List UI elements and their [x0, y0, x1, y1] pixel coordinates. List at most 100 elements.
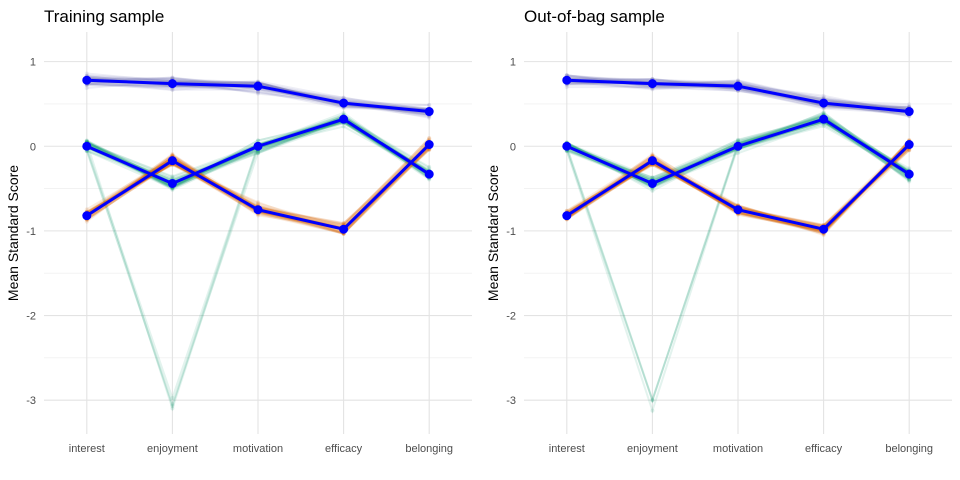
out-of-bag-panel: 1 0 -1 -2 -3 interest enjoyment motivation effic…: [485, 7, 952, 455]
replicate-point: [341, 95, 346, 100]
y-tick-label: 0: [510, 141, 516, 153]
replicate-point: [170, 87, 175, 92]
replicate-point: [256, 151, 260, 156]
series-point: [904, 140, 914, 150]
replicate-point: [650, 175, 655, 180]
replicate-point: [170, 175, 175, 180]
series-point: [819, 98, 829, 108]
series-point: [167, 79, 177, 89]
series-point: [904, 169, 914, 179]
replicate-point: [256, 200, 260, 205]
replicate-point: [84, 85, 89, 90]
replicate-point: [821, 95, 826, 100]
replicate-point: [907, 148, 912, 153]
replicate-point: [256, 201, 260, 206]
y-tick-label: 1: [510, 57, 516, 69]
training-panel: 1 0 -1 -2 -3 interest enjoyment motivation effic…: [5, 7, 472, 455]
replicate-point: [907, 178, 912, 183]
x-tick-label: enjoyment: [147, 443, 198, 455]
replicate-point: [650, 408, 655, 413]
series-point: [647, 178, 657, 188]
x-tick-label: motivation: [713, 443, 763, 455]
replicate-line: [86, 120, 430, 181]
replicate-point: [736, 78, 740, 83]
replicate-point: [170, 153, 175, 158]
replicate-point: [170, 396, 175, 401]
replicate-point: [256, 89, 260, 94]
replicate-point: [427, 136, 432, 141]
replicate-point: [427, 164, 432, 169]
x-tick-label: enjoyment: [627, 443, 678, 455]
replicate-point: [907, 179, 912, 184]
replicate-point: [170, 75, 175, 80]
chart-title: Training sample: [44, 7, 164, 26]
y-tick-label: -2: [506, 311, 516, 323]
replicate-point: [256, 150, 260, 155]
replicate-point: [907, 178, 912, 183]
replicate-point: [650, 175, 655, 180]
series-point: [82, 211, 92, 221]
replicate-point: [256, 150, 260, 155]
replicate-point: [650, 398, 655, 403]
y-tick-label: -1: [26, 226, 36, 238]
x-tick-label: belonging: [405, 443, 453, 455]
y-axis-label: Mean Standard Score: [5, 165, 21, 301]
y-axis-label: Mean Standard Score: [485, 165, 501, 301]
x-tick-label: belonging: [885, 443, 933, 455]
replicate-point: [736, 151, 740, 156]
replicate-point: [821, 110, 826, 115]
series-point: [647, 79, 657, 89]
replicate-point: [821, 106, 826, 111]
replicate-point: [650, 188, 655, 193]
series-point: [733, 81, 743, 91]
series-point: [339, 224, 349, 234]
replicate-point: [170, 174, 175, 179]
replicate-point: [84, 219, 89, 224]
series-point: [562, 75, 572, 85]
replicate-point: [650, 152, 655, 157]
series-point: [424, 107, 434, 117]
replicate-line: [566, 121, 910, 188]
x-tick-label: interest: [549, 443, 585, 455]
replicate-point: [427, 102, 432, 107]
replicate-point: [427, 103, 432, 108]
replicate-point: [170, 406, 175, 411]
replicate-point: [650, 397, 655, 402]
replicate-point: [821, 124, 826, 129]
replicate-point: [427, 166, 432, 171]
series-point: [819, 114, 829, 124]
y-tick-label: -3: [26, 395, 36, 407]
replicate-point: [170, 187, 175, 192]
replicate-point: [907, 148, 912, 153]
replicate-point: [256, 138, 260, 143]
replicate-point: [256, 213, 260, 218]
series-point: [733, 205, 743, 215]
series-point: [82, 141, 92, 151]
profile-series: [82, 75, 434, 234]
replicate-point: [170, 88, 175, 93]
series-point: [253, 141, 263, 151]
replicate-point: [736, 137, 740, 142]
replicate-point: [84, 138, 89, 143]
x-tick-label: efficacy: [805, 443, 843, 455]
series-point: [904, 107, 914, 117]
replicate-point: [427, 115, 432, 120]
replicate-point: [564, 85, 569, 90]
replicate-point: [84, 207, 89, 212]
replicate-point: [821, 110, 826, 115]
series-point: [82, 75, 92, 85]
replicate-point: [170, 402, 175, 407]
replicate-point: [821, 93, 826, 98]
x-tick-label: interest: [69, 443, 105, 455]
replicate-point: [907, 166, 912, 171]
series-point: [424, 140, 434, 150]
series-point: [253, 81, 263, 91]
series-point: [339, 114, 349, 124]
y-tick-label: -2: [26, 311, 36, 323]
series-point: [424, 169, 434, 179]
replicate-point: [821, 233, 826, 238]
replicate-point: [341, 110, 346, 115]
y-tick-label: 0: [30, 141, 36, 153]
series-point: [819, 224, 829, 234]
